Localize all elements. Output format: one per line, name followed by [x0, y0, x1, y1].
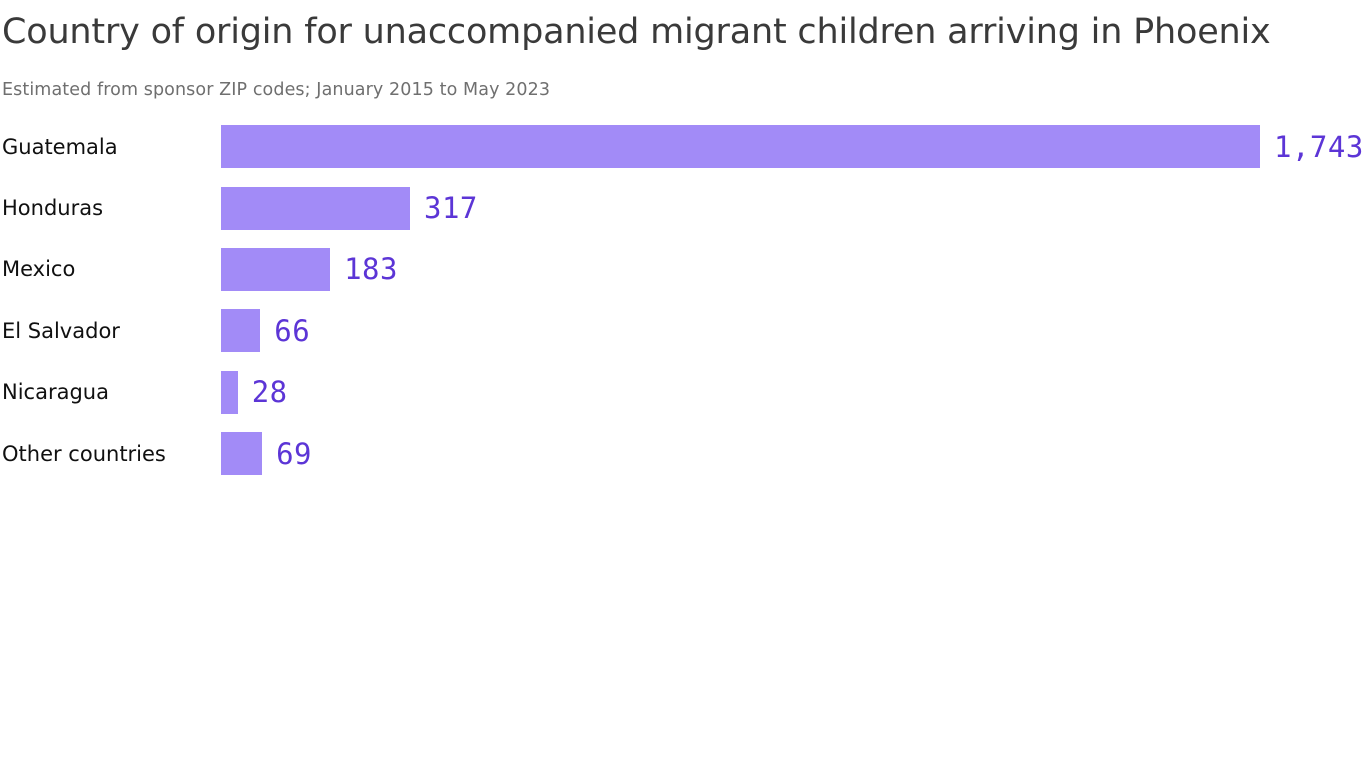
bar [221, 186, 410, 230]
bar [221, 432, 263, 476]
bar-row: Guatemala 1,743 [0, 116, 1366, 177]
bar-category-label: El Salvador [2, 318, 120, 343]
bar-track: 66 [221, 300, 1366, 361]
bar-row: Honduras 317 [0, 177, 1366, 238]
bar-value-label: 317 [424, 191, 478, 226]
bar-value-label: 28 [251, 375, 288, 410]
bar-track: 69 [221, 423, 1366, 484]
bar-value-label: 183 [344, 252, 398, 287]
bar-value-label: 1,743 [1274, 129, 1364, 164]
bar-track: 28 [221, 362, 1366, 423]
bar-track: 1,743 [221, 116, 1366, 177]
bar-category-label: Honduras [2, 196, 104, 221]
chart-title: Country of origin for unaccompanied migr… [2, 12, 1271, 52]
bar-row: Other countries 69 [0, 423, 1366, 484]
bar-category-label: Nicaragua [2, 380, 109, 405]
bar-category-label: Mexico [2, 257, 76, 282]
bar-row: Mexico 183 [0, 239, 1366, 300]
bar [221, 370, 238, 414]
bar [221, 125, 1260, 169]
chart-subtitle: Estimated from sponsor ZIP codes; Januar… [2, 80, 551, 100]
bar-row: Nicaragua 28 [0, 362, 1366, 423]
bar-value-label: 66 [274, 313, 311, 348]
bar [221, 309, 261, 353]
bar-value-label: 69 [276, 436, 313, 471]
bar-chart: Guatemala 1,743 Honduras 317 Mexico 183 El Sal… [0, 116, 1366, 484]
bar-category-label: Other countries [2, 441, 166, 466]
bar-track: 183 [221, 239, 1366, 300]
chart-page: Country of origin for unaccompanied migr… [0, 3, 1366, 768]
bar-track: 317 [221, 177, 1366, 238]
bar-category-label: Guatemala [2, 134, 118, 159]
bar-row: El Salvador 66 [0, 300, 1366, 361]
bar [221, 247, 331, 291]
